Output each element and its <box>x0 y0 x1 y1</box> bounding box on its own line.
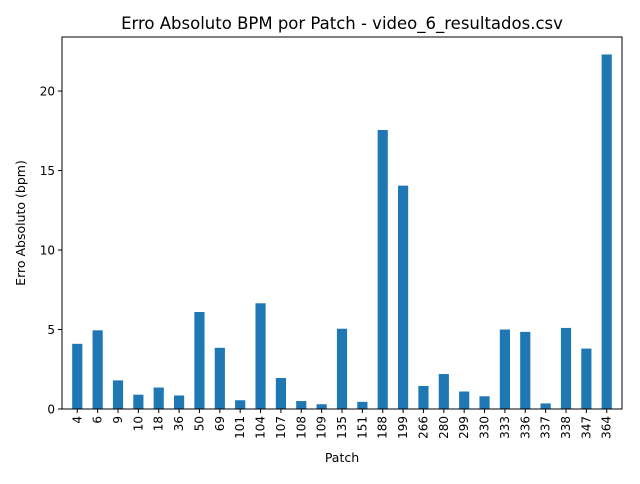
x-axis-label: Patch <box>325 450 359 465</box>
y-tick-label: 0 <box>47 403 55 417</box>
bar <box>357 401 368 409</box>
chart-title: Erro Absoluto BPM por Patch - video_6_re… <box>121 14 563 34</box>
bar <box>581 348 592 409</box>
bar <box>275 378 286 409</box>
bar <box>174 395 185 409</box>
x-axis: 4 6 9 10 18 36 50 69 101 104 107 108 109 135 151 188 199… <box>70 409 614 439</box>
x-tick-label: 69 <box>213 416 227 431</box>
y-tick-label: 5 <box>47 323 55 337</box>
x-tick-label: 108 <box>294 416 308 439</box>
bar <box>153 387 164 409</box>
y-tick-label: 20 <box>40 85 55 99</box>
x-tick-label: 338 <box>559 416 573 439</box>
bar <box>459 391 470 409</box>
x-tick-label: 333 <box>498 416 512 439</box>
x-tick-label: 10 <box>131 416 145 431</box>
x-tick-label: 18 <box>152 416 166 431</box>
x-tick-label: 4 <box>70 416 84 424</box>
bar <box>92 330 103 409</box>
x-tick-label: 6 <box>91 416 105 424</box>
x-tick-label: 280 <box>437 416 451 439</box>
bar <box>72 343 83 409</box>
x-tick-label: 337 <box>539 416 553 439</box>
bar <box>235 400 246 409</box>
bar <box>499 329 510 409</box>
x-tick-label: 50 <box>192 416 206 431</box>
bar <box>255 303 266 409</box>
bar <box>377 130 388 409</box>
bar <box>398 185 409 409</box>
bar <box>112 380 124 409</box>
bar <box>520 331 531 409</box>
x-tick-label: 299 <box>457 416 471 439</box>
x-tick-label: 336 <box>518 416 532 439</box>
y-axis-label: Erro Absoluto (bpm) <box>13 160 28 286</box>
bar <box>194 312 205 409</box>
bar <box>336 328 348 409</box>
y-tick-label: 15 <box>40 164 55 178</box>
bar <box>540 403 551 409</box>
bar <box>316 404 327 409</box>
bar <box>479 396 490 409</box>
x-tick-label: 107 <box>274 416 288 439</box>
bars <box>72 54 612 409</box>
bar <box>438 374 449 409</box>
x-tick-label: 36 <box>172 416 186 431</box>
bar <box>560 327 572 409</box>
x-tick-label: 104 <box>254 416 268 439</box>
x-tick-label: 266 <box>416 416 430 439</box>
bar <box>133 394 144 409</box>
bar <box>601 54 612 409</box>
x-tick-label: 9 <box>111 416 125 424</box>
bar <box>296 401 307 409</box>
x-tick-label: 364 <box>600 416 614 439</box>
x-tick-label: 109 <box>315 416 329 439</box>
y-tick-label: 10 <box>40 244 55 258</box>
x-tick-label: 101 <box>233 416 247 439</box>
bar <box>214 347 225 409</box>
x-tick-label: 188 <box>376 416 390 439</box>
x-tick-label: 199 <box>396 416 410 439</box>
x-tick-label: 135 <box>335 416 349 439</box>
x-tick-label: 347 <box>579 416 593 439</box>
x-tick-label: 330 <box>478 416 492 439</box>
y-axis: 0 5 10 15 20 <box>40 85 62 417</box>
bar <box>418 385 429 409</box>
plot-frame <box>61 36 623 410</box>
x-tick-label: 151 <box>355 416 369 439</box>
